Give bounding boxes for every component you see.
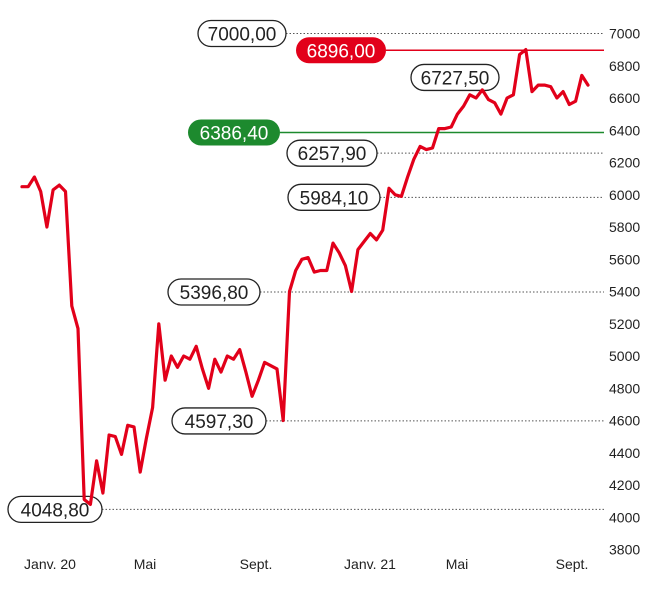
y-tick-label-5600: 5600 xyxy=(609,251,640,267)
y-tick-label-6000: 6000 xyxy=(609,187,640,203)
label-box-4048-80 xyxy=(7,495,103,524)
label-box-4597-30 xyxy=(171,407,267,435)
x-tick-label-sept: Sept. xyxy=(556,556,589,572)
y-tick-label-5000: 5000 xyxy=(609,348,640,364)
x-tick-label-janv-21: Janv. 21 xyxy=(344,556,396,572)
y-tick-label-3800: 3800 xyxy=(609,542,640,558)
y-tick-label-6200: 6200 xyxy=(609,155,640,171)
label-box-6896-00 xyxy=(296,37,386,64)
label-text-5984-10: 5984,10 xyxy=(300,188,369,209)
label-text-6386-40: 6386,40 xyxy=(200,123,269,144)
y-tick-label-4600: 4600 xyxy=(609,413,640,429)
y-tick-label-5200: 5200 xyxy=(609,316,640,332)
y-tick-label-7000: 7000 xyxy=(609,26,640,42)
x-tick-label-mai: Mai xyxy=(134,556,157,572)
y-tick-label-5800: 5800 xyxy=(609,219,640,235)
label-text-6896-00: 6896,00 xyxy=(307,41,376,62)
series-line xyxy=(20,47,590,506)
label-text-4597-30: 4597,30 xyxy=(185,412,254,433)
x-tick-label-sept: Sept. xyxy=(240,556,273,572)
label-box-5396-80 xyxy=(167,278,261,306)
label-box-6257-90 xyxy=(286,139,378,167)
y-tick-label-6600: 6600 xyxy=(609,90,640,106)
y-tick-label-4800: 4800 xyxy=(609,380,640,396)
x-tick-label-janv-20: Janv. 20 xyxy=(24,556,76,572)
label-text-6727-50: 6727,50 xyxy=(421,68,490,89)
y-tick-label-6400: 6400 xyxy=(609,122,640,138)
label-box-7000-00 xyxy=(197,19,287,48)
y-tick-label-5400: 5400 xyxy=(609,284,640,300)
y-tick-label-4200: 4200 xyxy=(609,477,640,493)
y-tick-label-6800: 6800 xyxy=(609,58,640,74)
label-text-5396-80: 5396,80 xyxy=(180,283,249,304)
label-text-7000-00: 7000,00 xyxy=(208,25,277,46)
y-tick-label-4400: 4400 xyxy=(609,445,640,461)
label-box-6727-50 xyxy=(410,63,500,92)
y-tick-label-4000: 4000 xyxy=(609,509,640,525)
label-box-6386-40 xyxy=(188,119,280,146)
x-tick-label-mai: Mai xyxy=(446,556,469,572)
label-text-6257-90: 6257,90 xyxy=(298,144,367,165)
label-text-4048-80: 4048,80 xyxy=(21,500,90,521)
label-box-5984-10 xyxy=(287,183,381,211)
